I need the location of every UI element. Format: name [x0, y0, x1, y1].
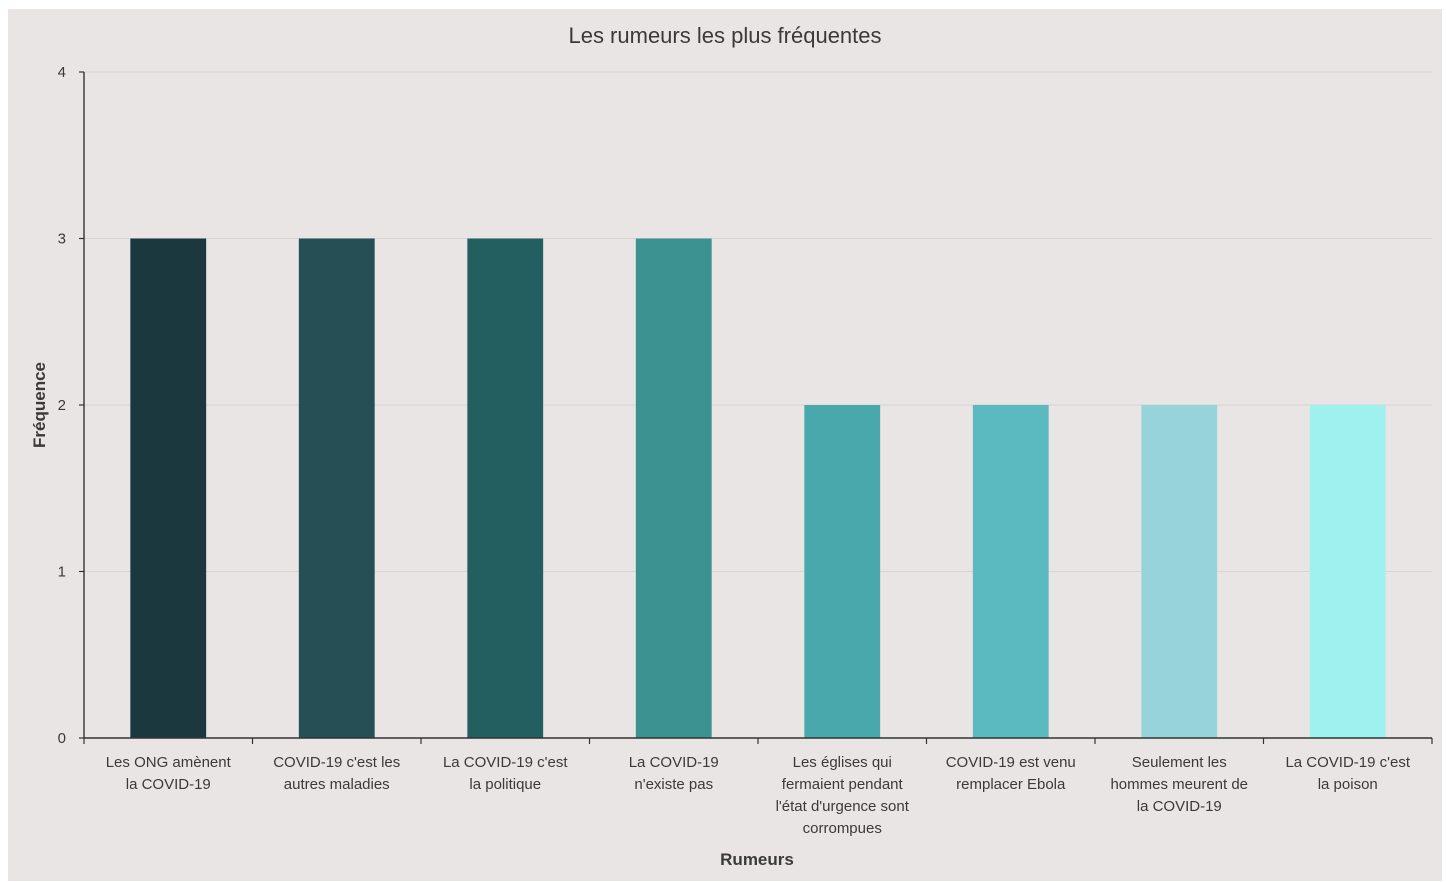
y-tick-label-0: 0 [58, 730, 66, 747]
bar-5 [804, 405, 881, 738]
gridlines [84, 71, 1432, 572]
bar-3 [467, 238, 544, 738]
bar-2 [298, 238, 375, 738]
bars [130, 238, 1386, 738]
category-label-2: COVID-19 c'est les autres maladies [273, 754, 400, 793]
category-label-1: Les ONG amènent la COVID-19 [106, 754, 232, 793]
y-axis-title: Fréquence [30, 362, 49, 448]
chart-frame: Les rumeurs les plus fréquentes 0 1 2 3 4 Le… [8, 9, 1442, 881]
x-axis-title: Rumeurs [720, 850, 794, 869]
bar-1 [130, 238, 207, 738]
y-tick-label-2: 2 [58, 397, 66, 414]
y-tick-label-4: 4 [58, 64, 66, 81]
y-tick-label-1: 1 [58, 564, 66, 581]
y-tick-labels: 0 1 2 3 4 [58, 64, 66, 747]
bar-chart: Les rumeurs les plus fréquentes 0 1 2 3 4 Le… [30, 23, 1433, 869]
chart-title: Les rumeurs les plus fréquentes [568, 23, 881, 48]
bar-8 [1309, 405, 1386, 738]
bar-6 [972, 405, 1049, 738]
y-tick-label-3: 3 [58, 231, 66, 248]
category-label-8: La COVID-19 c'est la poison [1285, 754, 1410, 793]
bar-7 [1141, 405, 1218, 738]
axes [79, 71, 1433, 744]
category-label-3: La COVID-19 c'est la politique [443, 754, 568, 793]
category-label-7: Seulement les hommes meurent de la COVID-1… [1110, 754, 1248, 815]
category-label-6: COVID-19 est venu remplacer Ebola [946, 754, 1076, 793]
category-label-5: Les églises qui fermaient pendant l'état d… [776, 754, 910, 837]
category-label-4: La COVID-19 n'existe pas [629, 754, 719, 793]
bar-4 [635, 238, 712, 738]
x-category-labels: Les ONG amènent la COVID-19 COVID-19 c'est… [106, 754, 1411, 837]
